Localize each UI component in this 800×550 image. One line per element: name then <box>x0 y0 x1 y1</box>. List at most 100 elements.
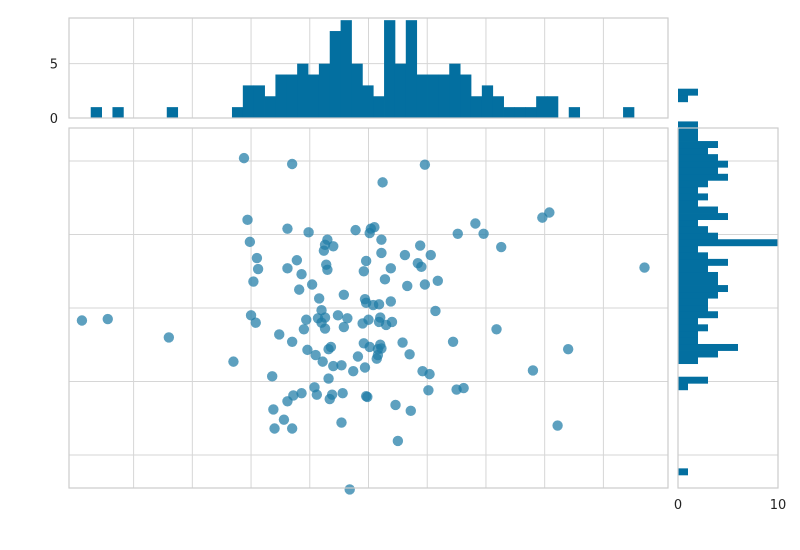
top-histogram-bar <box>308 74 320 118</box>
right-histogram-panel: 0 10 <box>674 88 787 513</box>
top-histogram-bar <box>253 85 265 118</box>
scatter-point <box>311 389 323 400</box>
top-histogram-bar <box>449 63 461 118</box>
scatter-point <box>423 385 434 396</box>
scatter-point <box>302 344 313 356</box>
scatter-point <box>328 360 339 372</box>
scatter-point <box>386 316 398 328</box>
right-histogram-bar <box>678 304 708 312</box>
scatter-point <box>301 314 312 325</box>
scatter-point <box>458 382 469 394</box>
scatter-point <box>360 255 372 267</box>
scatter-point <box>298 324 310 335</box>
top-histogram-bar <box>297 63 309 118</box>
right-histogram-bar <box>678 324 708 332</box>
top-histogram-bar <box>373 96 385 118</box>
scatter-point <box>326 389 338 400</box>
right-histogram-bar <box>678 141 718 149</box>
scatter-point <box>402 280 413 292</box>
scatter-point <box>362 391 373 403</box>
top-histogram-bar <box>514 107 526 118</box>
right-histogram-bar <box>678 291 718 299</box>
right-histogram-bar <box>678 311 718 319</box>
top-histogram-bar <box>340 20 352 118</box>
right-histogram-bar <box>678 330 698 338</box>
right-histogram-bar <box>678 127 698 135</box>
top-histogram-panel: 05 <box>50 17 669 127</box>
scatter-point <box>306 279 318 290</box>
right-histogram-bar <box>678 298 708 306</box>
right-histogram-bar <box>678 193 708 201</box>
scatter-point <box>269 423 280 434</box>
scatter-point <box>452 228 463 239</box>
scatter-point <box>323 373 334 384</box>
scatter-point <box>242 214 253 226</box>
scatter-points <box>76 152 650 495</box>
scatter-point <box>363 314 374 325</box>
top-histogram-bar <box>275 74 287 118</box>
scatter-point <box>317 356 328 367</box>
right-x-tick-label: 10 <box>770 498 787 513</box>
scatter-point <box>313 293 325 304</box>
right-histogram-bar <box>678 147 708 155</box>
right-histogram-frame <box>677 127 779 489</box>
scatter-frame <box>68 127 669 489</box>
scatter-point <box>352 351 364 362</box>
scatter-point <box>319 323 331 334</box>
top-histogram-bar <box>470 96 483 118</box>
top-histogram-bar <box>460 74 472 118</box>
scatter-point <box>286 423 298 434</box>
scatter-point <box>291 255 303 266</box>
scatter-point <box>338 289 350 300</box>
top-histogram-bar <box>329 31 342 118</box>
top-histogram-bar <box>438 74 450 118</box>
scatter-point <box>336 360 347 371</box>
right-histogram-bar <box>678 285 728 293</box>
right-histogram-bar <box>678 95 688 103</box>
top-histogram-bar <box>492 96 504 118</box>
top-histogram-bar <box>242 85 255 118</box>
scatter-point <box>348 365 359 377</box>
scatter-point <box>562 343 574 355</box>
scatter-point <box>364 341 375 353</box>
scatter-point <box>322 264 333 275</box>
scatter-point <box>102 313 113 325</box>
right-histogram-bars <box>678 88 778 476</box>
right-histogram-bar <box>678 317 698 325</box>
right-histogram-bar <box>678 265 708 273</box>
scatter-point <box>425 249 436 261</box>
top-histogram-tick-labels: 05 <box>50 58 58 127</box>
scatter-point <box>336 417 347 428</box>
right-histogram-bar <box>678 232 718 240</box>
right-histogram-bar <box>678 180 708 188</box>
scatter-point <box>76 315 88 326</box>
scatter-grid <box>69 128 668 488</box>
right-histogram-bar <box>678 350 718 358</box>
scatter-point <box>266 371 278 382</box>
scatter-point <box>416 261 427 273</box>
top-histogram-bar <box>623 107 635 118</box>
top-histogram-bar <box>90 107 102 118</box>
scatter-point <box>373 299 385 310</box>
scatter-point <box>377 177 388 188</box>
scatter-point <box>163 332 175 343</box>
scatter-point <box>419 159 431 170</box>
scatter-point <box>376 247 387 259</box>
scatter-point <box>342 313 353 324</box>
scatter-point <box>250 317 261 328</box>
scatter-point <box>392 435 404 447</box>
top-y-tick-label: 5 <box>50 58 58 73</box>
scatter-point <box>310 349 321 361</box>
top-histogram-bar <box>318 63 331 118</box>
scatter-point <box>303 227 314 238</box>
top-y-tick-label: 0 <box>50 112 58 127</box>
right-histogram-bar <box>678 383 688 391</box>
scatter-point <box>288 390 299 401</box>
top-histogram-bar <box>166 107 179 118</box>
right-histogram-bar <box>678 278 718 286</box>
scatter-point <box>478 228 489 239</box>
scatter-point <box>344 484 355 495</box>
scatter-point <box>385 263 397 274</box>
scatter-point <box>296 269 307 280</box>
scatter-point <box>424 368 435 380</box>
